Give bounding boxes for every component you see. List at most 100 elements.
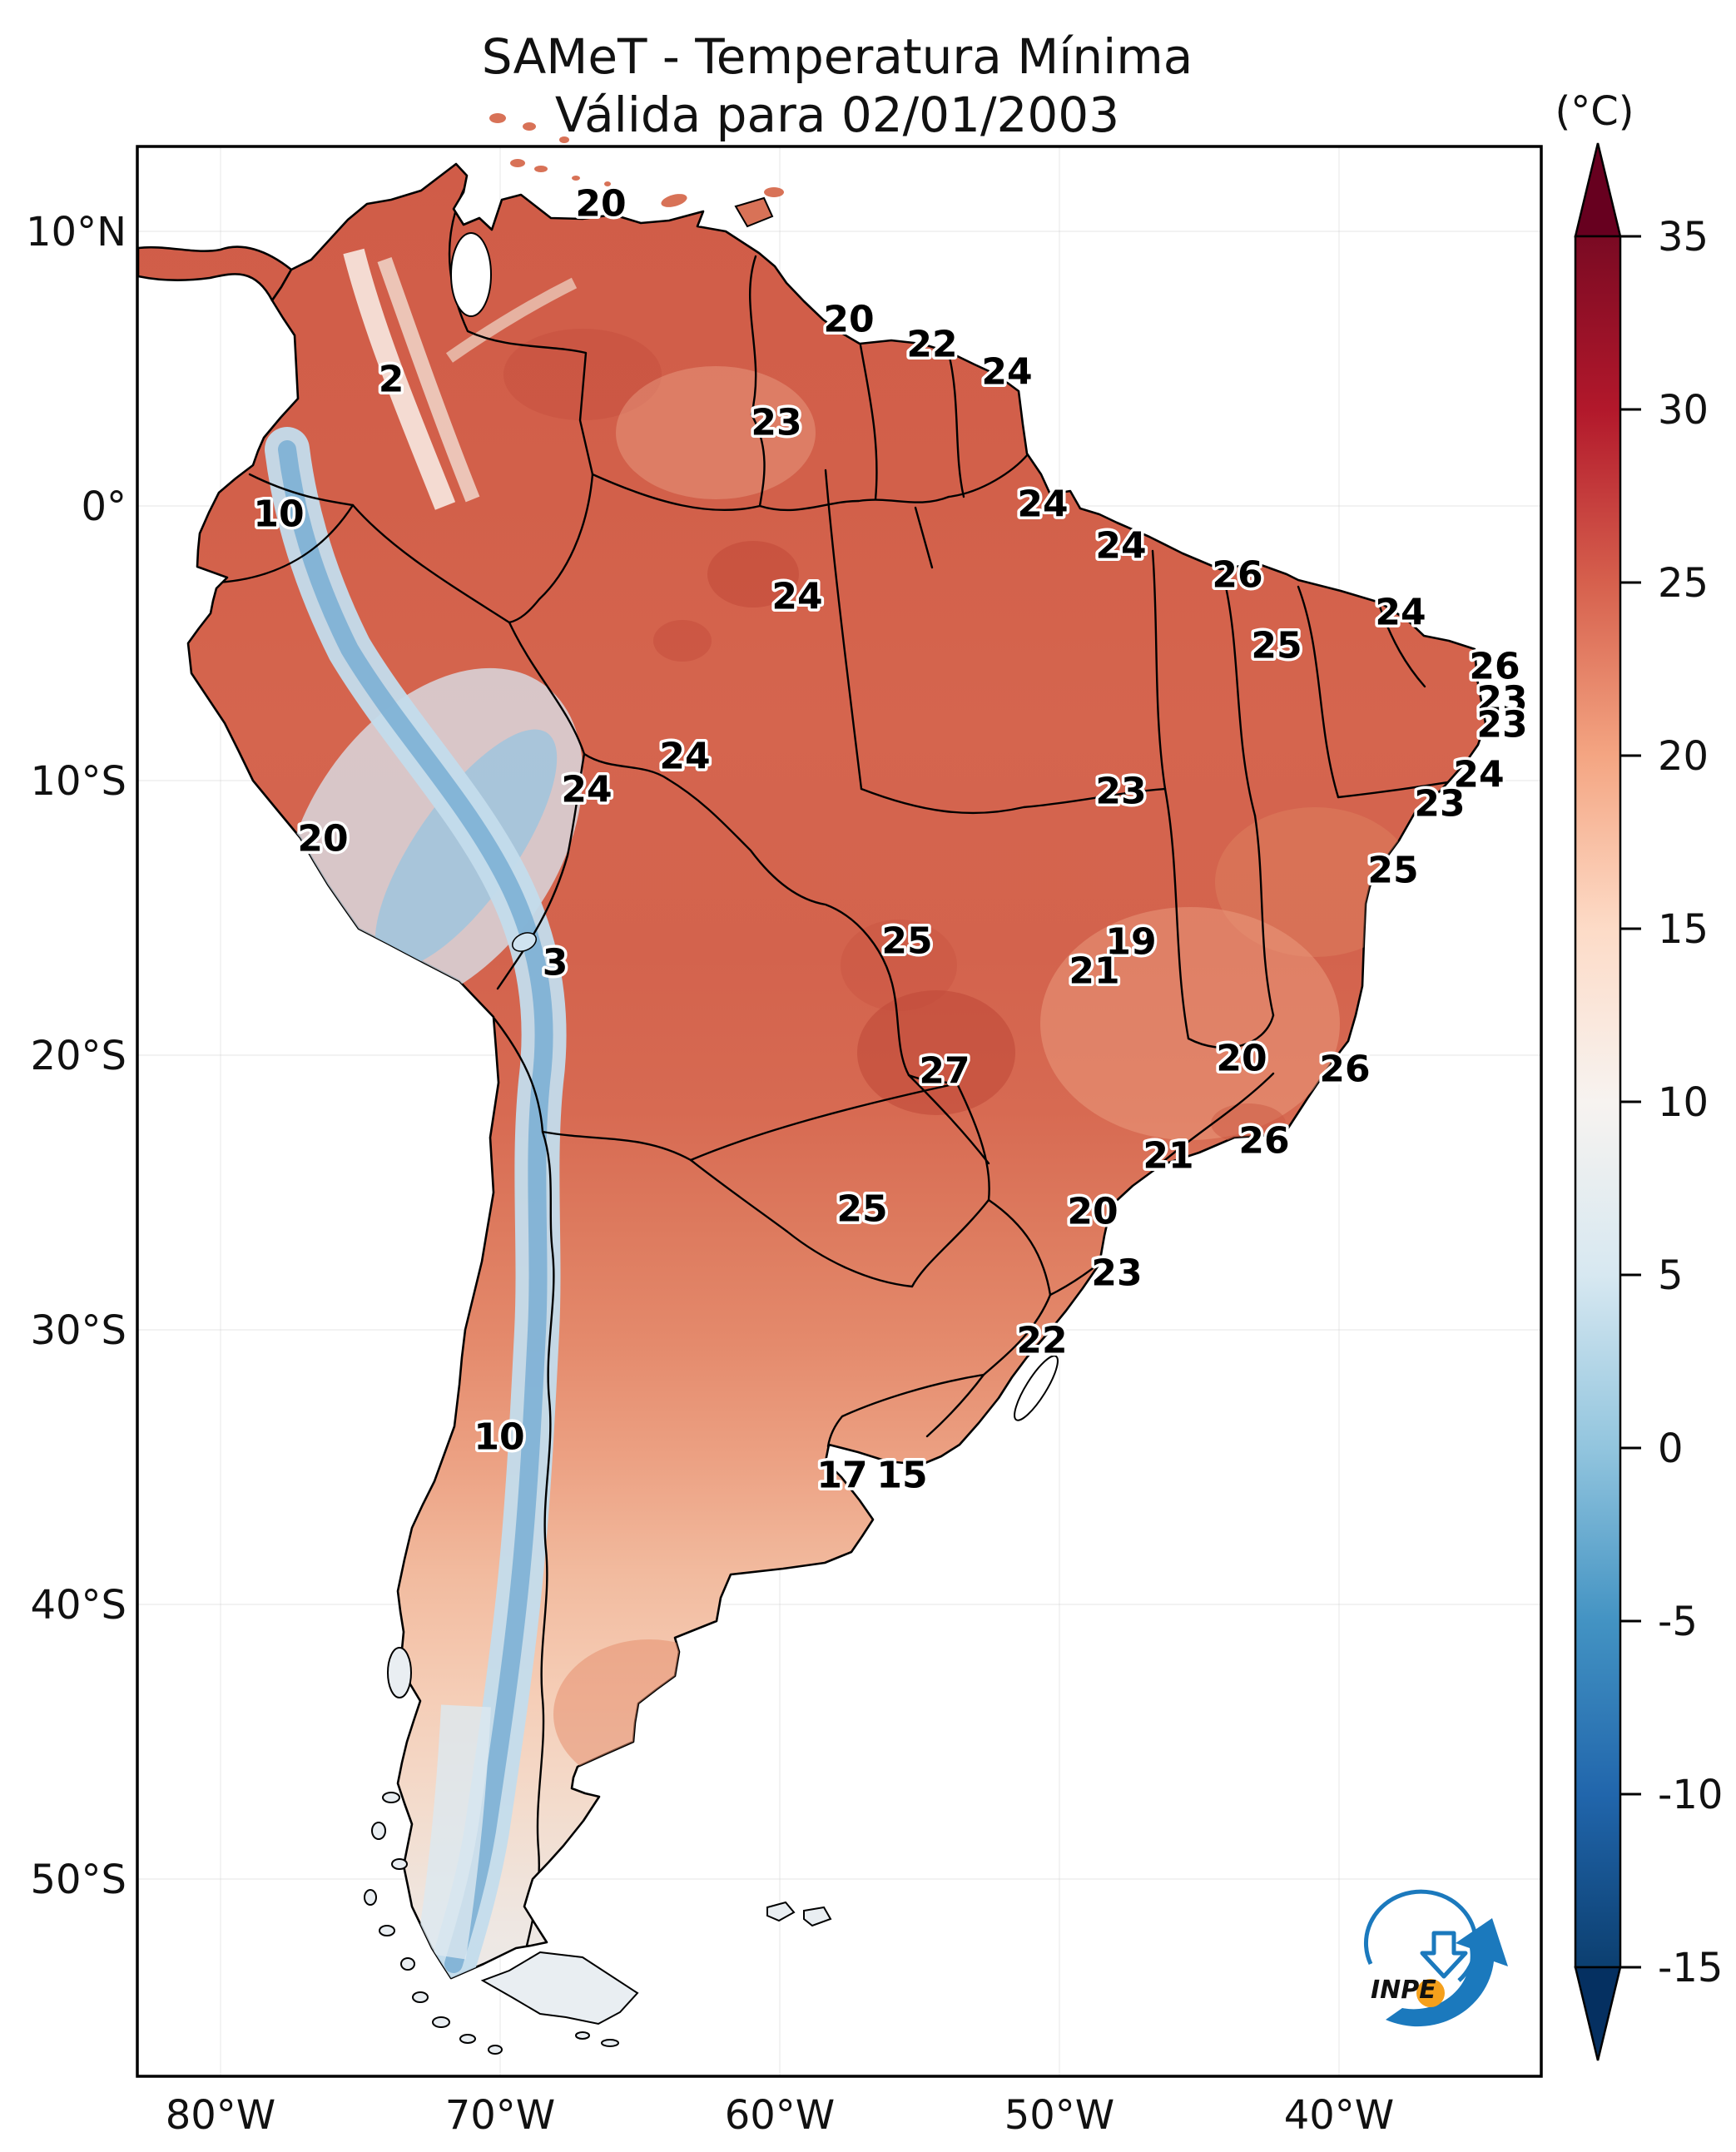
colorbar-tick-label: 35 (1658, 214, 1709, 260)
pale-patch-bahia (1215, 807, 1415, 957)
x-axis-tick-label: 40°W (1284, 2092, 1395, 2139)
colorbar-ticks: 35 30 25 20 15 10 5 0 -5 -10 -15 (1620, 214, 1723, 1991)
lake-maracaibo (450, 232, 492, 317)
temperature-label: 2 (379, 358, 404, 400)
x-axis-tick-label: 70°W (445, 2092, 556, 2139)
inpe-logo: INPE (1363, 1889, 1508, 2027)
warm-patch-chaco (841, 920, 957, 1011)
x-axis-labels: 80°W 70°W 60°W 50°W 40°W (166, 2092, 1395, 2139)
tierra-del-fuego (480, 1951, 639, 2026)
temperature-label: 10 (253, 493, 304, 535)
figure-title-line1: SAMeT - Temperatura Mínima (482, 28, 1193, 85)
temperature-label: 23 (751, 401, 801, 444)
temperature-label: 3 (543, 941, 568, 984)
temperature-label: 22 (1016, 1319, 1067, 1361)
temperature-label: 20 (575, 182, 626, 225)
temperature-label: 26 (1212, 553, 1262, 596)
falkland-islands (766, 1901, 796, 1922)
colorbar-tick-label: 25 (1658, 560, 1709, 607)
colorbar-tick-label: 0 (1658, 1426, 1684, 1472)
state-borders (824, 469, 1486, 1297)
y-axis-labels: 10°N 0° 10°S 20°S 30°S 40°S 50°S (26, 209, 126, 1903)
colorbar: (°C) 35 30 25 20 15 10 5 0 -5 -10 -15 (1555, 88, 1723, 2061)
colorbar-tick-label: 10 (1658, 1079, 1709, 1126)
x-axis-tick-label: 60°W (725, 2092, 836, 2139)
temperature-label: 25 (1251, 624, 1302, 667)
caribbean-islands (489, 113, 784, 228)
andes-colombia-pale-2 (377, 256, 480, 503)
andes-cold-core (278, 440, 553, 1973)
temperature-label: 24 (1453, 753, 1504, 796)
temperature-raster-shading (216, 186, 1486, 1978)
temperature-label: 10 (474, 1416, 524, 1458)
temperature-label: 23 (1476, 703, 1527, 746)
temperature-label: 20 (1216, 1037, 1267, 1079)
inpe-big-arrow-icon (1386, 1918, 1508, 2027)
temperature-label: 23 (1095, 770, 1146, 812)
temperature-label: 25 (836, 1188, 887, 1230)
temperature-label: 19 (1105, 920, 1156, 963)
warm-patch-rio-coast (1211, 1103, 1286, 1143)
temperature-label: 24 (981, 350, 1032, 393)
temperature-label: 20 (1067, 1190, 1118, 1232)
colorbar-tick-label: -5 (1658, 1599, 1698, 1645)
plot-frame (136, 145, 1543, 2078)
x-axis-tick-label: 80°W (166, 2092, 276, 2139)
andes-merida-pale (445, 277, 578, 363)
y-axis-tick-label: 20°S (30, 1033, 126, 1079)
y-axis-tick-label: 10°N (26, 209, 126, 255)
temperature-label: 24 (771, 575, 822, 617)
temperature-label: 26 (1469, 645, 1520, 687)
trinidad-island (734, 196, 774, 228)
inpe-logo-text: INPE (1371, 1976, 1436, 2005)
temperature-label: 25 (1367, 849, 1418, 891)
y-axis-tick-label: 0° (81, 483, 126, 530)
temperature-label: 26 (1319, 1048, 1370, 1090)
y-axis-tick-label: 30°S (30, 1307, 126, 1354)
y-axis-tick-label: 40°S (30, 1582, 126, 1629)
temperature-label: 21 (1143, 1134, 1193, 1177)
pale-patch-guiana-highlands (616, 366, 816, 499)
temperature-label: 22 (906, 323, 957, 365)
y-axis-tick-label: 10°S (30, 758, 126, 805)
patagonia-cold-wash (416, 1704, 491, 1960)
colorbar-unit-label: (°C) (1555, 88, 1634, 135)
colorbar-tick-label: 30 (1658, 387, 1709, 434)
temperature-label: 27 (919, 1049, 970, 1092)
temperature-label: 24 (1375, 591, 1426, 633)
country-borders (216, 186, 1052, 1976)
lagoa-dos-patos (1014, 1355, 1059, 1421)
temperature-label: 23 (1476, 678, 1527, 721)
andes-colombia-pale (343, 248, 456, 510)
colorbar-tick-label: -10 (1658, 1772, 1723, 1818)
colorbar-tick-label: 20 (1658, 733, 1709, 780)
temperature-label: 23 (1414, 782, 1465, 825)
colorbar-tick-label: -15 (1658, 1945, 1723, 1991)
temperature-label: 17 (816, 1454, 867, 1496)
temperature-label: 24 (1017, 483, 1068, 525)
pale-patch-southeast-brazil (1040, 907, 1340, 1140)
colorbar-tick-label: 15 (1658, 906, 1709, 953)
temperature-label: 26 (1238, 1119, 1289, 1162)
temperature-label: 24 (561, 768, 612, 811)
temperature-label: 23 (1091, 1252, 1142, 1294)
warm-patch-amazon-2 (653, 620, 712, 662)
x-axis-tick-label: 50°W (1004, 2092, 1115, 2139)
colorbar-gradient-bar (1574, 235, 1622, 1969)
lake-titicaca (512, 932, 537, 952)
y-axis-tick-label: 50°S (30, 1857, 126, 1903)
temperature-label: 24 (659, 735, 710, 777)
inpe-down-arrow-icon (1420, 1931, 1468, 1979)
temperature-label: 25 (881, 920, 932, 962)
temperature-label: 15 (876, 1454, 927, 1496)
warm-patch-amazon (707, 541, 799, 607)
figure-title-line2: Válida para 02/01/2003 (555, 87, 1119, 143)
colorbar-over-arrow (1574, 142, 1622, 238)
temperature-label: 20 (823, 298, 874, 340)
temperature-label: 24 (1095, 524, 1146, 567)
colorbar-under-arrow (1574, 1966, 1622, 2061)
inpe-orange-dot (1416, 1979, 1445, 2007)
temperature-label: 21 (1069, 950, 1119, 992)
